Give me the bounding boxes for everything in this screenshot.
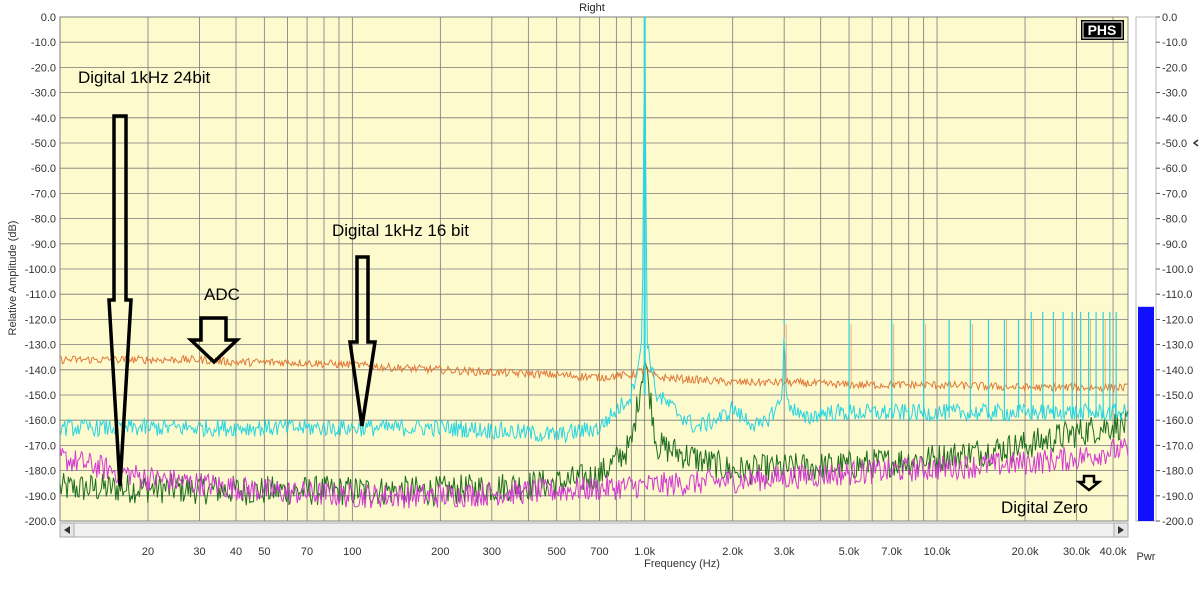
- meter-tick-label: -110.0: [1162, 289, 1192, 301]
- logo-text: PHS: [1088, 22, 1117, 38]
- arrow-adc-icon: [186, 316, 242, 365]
- annotation-digital-24bit: Digital 1kHz 24bit: [78, 68, 211, 87]
- meter-label: Pwr: [1137, 551, 1156, 563]
- series-digital_16bit: [59, 60, 1129, 444]
- meter-tick-label: -190.0: [1162, 491, 1193, 503]
- x-tick-label: 50: [258, 546, 270, 558]
- meter-tick-label: -100.0: [1162, 264, 1193, 276]
- arrow-24bit-icon: [107, 114, 133, 487]
- scroll-right-icon: [1118, 526, 1124, 534]
- y-tick-label: -70.0: [31, 188, 56, 200]
- x-tick-label: 200: [431, 546, 449, 558]
- series-layer: [59, 17, 1129, 509]
- meter-tick-label: -200.0: [1162, 516, 1193, 528]
- y-tick-label: -120.0: [25, 314, 56, 326]
- meter-tick-label: -70.0: [1162, 188, 1187, 200]
- y-axis-label: Relative Amplitude (dB): [7, 221, 19, 336]
- y-tick-label: -170.0: [25, 440, 56, 452]
- meter-tick-label: -140.0: [1162, 365, 1193, 377]
- meter-resize-handle-icon[interactable]: [1192, 139, 1199, 147]
- y-tick-label: -20.0: [31, 62, 56, 74]
- x-tick-label: 40: [230, 546, 242, 558]
- x-tick-label: 70: [301, 546, 313, 558]
- meter-tick-label: -60.0: [1162, 163, 1187, 175]
- meter-tick-label: -160.0: [1162, 415, 1193, 427]
- meter-tick-label: -150.0: [1162, 390, 1193, 402]
- x-tick-label: 7.0k: [881, 546, 902, 558]
- y-tick-label: -100.0: [25, 264, 56, 276]
- meter-tick-label: -180.0: [1162, 466, 1193, 478]
- y-tick-label: -180.0: [25, 466, 56, 478]
- y-tick-label: -40.0: [31, 113, 56, 125]
- meter-tick-label: -90.0: [1162, 239, 1187, 251]
- arrow-16bit-icon: [347, 255, 378, 427]
- series-adc: [59, 354, 1129, 393]
- meter-tick-label: -20.0: [1162, 62, 1187, 74]
- y-tick-labels: 0.0 -10.0 -20.0 -30.0 -40.0 -50.0 -60.0 -70.0 -8…: [25, 12, 56, 528]
- y-tick-label: -90.0: [31, 239, 56, 251]
- meter-tick-labels: 0.0 -10.0 -20.0 -30.0 -40.0 -50.0 -60.0 -70.0 -8…: [1156, 12, 1193, 528]
- x-tick-labels: 20 30 40 50 70 100 200 300 500 700 1.0k 2.0k 3.0k 5.0…: [142, 546, 1127, 558]
- annotation-digital-16bit: Digital 1kHz 16 bit: [332, 221, 469, 240]
- annotation-digital-zero: Digital Zero: [1001, 498, 1088, 517]
- x-tick-label: 30.0k: [1063, 546, 1090, 558]
- y-tick-label: -50.0: [31, 138, 56, 150]
- y-tick-label: -60.0: [31, 163, 56, 175]
- meter-tick-label: -130.0: [1162, 340, 1193, 352]
- y-tick-label: -110.0: [26, 289, 56, 301]
- phs-logo: PHS: [1081, 20, 1124, 40]
- arrow-digital-zero-icon: [1075, 474, 1103, 492]
- meter-tick-label: -10.0: [1162, 37, 1187, 49]
- x-tick-label: 3.0k: [774, 546, 795, 558]
- meter-tick-label: -50.0: [1162, 138, 1187, 150]
- series-digital_24bit: [59, 360, 1129, 508]
- grid-lines: [59, 16, 1128, 522]
- meter-level-bar: [1138, 306, 1154, 521]
- x-tick-label: 5.0k: [839, 546, 860, 558]
- x-tick-label: 20.0k: [1012, 546, 1039, 558]
- y-tick-label: -30.0: [31, 88, 56, 100]
- annotation-adc: ADC: [204, 285, 240, 304]
- meter-tick-label: -40.0: [1162, 113, 1187, 125]
- y-tick-label: -80.0: [31, 214, 56, 226]
- x-axis-label: Frequency (Hz): [644, 558, 720, 570]
- x-tick-label: 2.0k: [722, 546, 743, 558]
- meter-tick-label: 0.0: [1162, 12, 1177, 24]
- x-tick-label: 100: [343, 546, 361, 558]
- horizontal-scrollbar[interactable]: [59, 522, 1129, 538]
- y-tick-label: -190.0: [25, 491, 56, 503]
- y-tick-label: -160.0: [25, 415, 56, 427]
- y-tick-label: -200.0: [25, 516, 56, 528]
- x-tick-label: 1.0k: [634, 546, 655, 558]
- meter-tick-label: -30.0: [1162, 88, 1187, 100]
- x-tick-label: 500: [548, 546, 566, 558]
- x-tick-label: 700: [590, 546, 608, 558]
- y-tick-label: -130.0: [25, 340, 56, 352]
- meter-tick-label: -120.0: [1162, 314, 1193, 326]
- chart-title: Right: [579, 2, 605, 14]
- y-tick-label: -10.0: [31, 37, 56, 49]
- series-digital_zero: [59, 438, 1129, 509]
- y-tick-label: 0.0: [41, 12, 56, 24]
- x-tick-label: 40.0k: [1100, 546, 1127, 558]
- y-tick-label: -140.0: [25, 365, 56, 377]
- x-tick-label: 20: [142, 546, 154, 558]
- meter-tick-label: -80.0: [1162, 214, 1187, 226]
- level-meter: 0.0 -10.0 -20.0 -30.0 -40.0 -50.0 -60.0 -70.0 -8…: [1135, 12, 1193, 563]
- x-tick-label: 30: [193, 546, 205, 558]
- x-tick-label: 10.0k: [924, 546, 951, 558]
- y-tick-label: -150.0: [25, 390, 56, 402]
- x-tick-label: 300: [483, 546, 501, 558]
- meter-tick-label: -170.0: [1162, 440, 1193, 452]
- scroll-left-icon: [64, 526, 70, 534]
